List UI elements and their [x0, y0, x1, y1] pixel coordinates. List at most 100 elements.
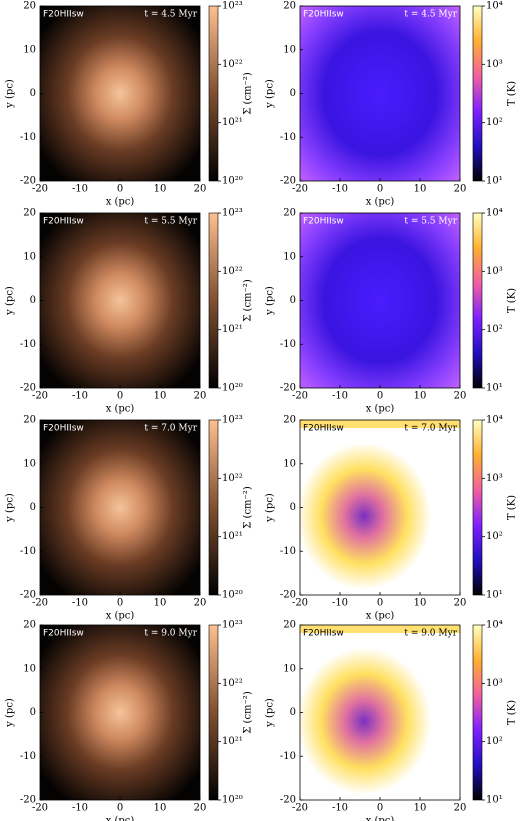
panel-label: F20HIIsw	[43, 10, 84, 20]
panel-label: F20HIIsw	[303, 629, 344, 639]
y-axis-label: y (pc)	[265, 286, 276, 316]
colorbar-tick-label: 10¹	[486, 176, 503, 187]
x-tick-label: -10	[332, 391, 348, 402]
colorbar	[472, 624, 483, 801]
panel: F20HIIsw t = 5.5 Myr -20 -10 0 10 20 -20 -10 0 10 2…	[265, 208, 518, 415]
y-tick-label: 20	[283, 1, 296, 12]
y-tick-label: 10	[23, 44, 36, 55]
y-tick-label: -10	[280, 132, 296, 143]
panel: F20HIIsw t = 9.0 Myr -20 -10 0 10 20 -20 -10 0 10 2…	[5, 620, 254, 821]
colorbar-tick-label: 10²²	[222, 678, 243, 689]
colorbar-tick-label: 10²¹	[222, 531, 243, 542]
colorbar-tick-label: 10²¹	[222, 736, 243, 747]
x-tick-label: 20	[454, 391, 467, 402]
y-tick-label: -10	[20, 339, 36, 350]
y-axis-label: y (pc)	[5, 286, 16, 316]
time-label: t = 7.0 Myr	[144, 424, 197, 434]
colorbar	[472, 212, 483, 389]
y-tick-label: 20	[283, 415, 296, 426]
time-label: t = 9.0 Myr	[404, 629, 457, 639]
x-tick-label: 20	[454, 803, 467, 814]
time-label: t = 5.5 Myr	[404, 217, 457, 227]
y-tick-label: -20	[20, 795, 36, 806]
x-axis-label: x (pc)	[366, 197, 395, 208]
y-tick-label: 20	[23, 415, 36, 426]
colorbar-tick-label: 10¹	[486, 590, 503, 601]
colorbar-tick-label: 10²⁰	[222, 590, 243, 601]
colorbar-tick-label: 10²	[486, 324, 503, 335]
time-label: t = 5.5 Myr	[144, 217, 197, 227]
map-image	[40, 213, 200, 388]
colorbar-tick-label: 10²⁰	[222, 383, 243, 394]
colorbar-tick-label: 10²⁰	[222, 176, 243, 187]
x-tick-label: -10	[72, 803, 88, 814]
colorbar-tick-label: 10²⁰	[222, 795, 243, 806]
colorbar-tick-label: 10¹	[486, 795, 503, 806]
y-axis-label: y (pc)	[5, 493, 16, 523]
colorbar-tick-label: 10²²	[222, 59, 243, 70]
x-tick-label: 20	[194, 391, 207, 402]
time-label: t = 4.5 Myr	[144, 10, 197, 20]
y-tick-label: 0	[290, 707, 296, 718]
colorbar-tick-label: 10²³	[222, 208, 243, 219]
colorbar-label: Σ (cm⁻²)	[243, 691, 254, 734]
colorbar-label: T (K)	[507, 81, 518, 106]
x-axis-label: x (pc)	[106, 404, 135, 415]
y-axis-label: y (pc)	[5, 698, 16, 728]
colorbar-tick-label: 10³	[486, 473, 503, 484]
panel-label: F20HIIsw	[303, 424, 344, 434]
colorbar-tick-label: 10²¹	[222, 117, 243, 128]
map-image	[40, 420, 200, 595]
x-tick-label: -20	[292, 184, 308, 195]
x-tick-label: 10	[154, 803, 167, 814]
x-tick-label: -10	[332, 184, 348, 195]
x-tick-label: -10	[72, 391, 88, 402]
y-tick-label: -20	[280, 383, 296, 394]
panel: F20HIIsw t = 5.5 Myr -20 -10 0 10 20 -20 -10 0 10 2…	[5, 208, 254, 415]
y-tick-label: -20	[20, 383, 36, 394]
y-tick-label: 0	[30, 88, 36, 99]
x-tick-label: -20	[292, 391, 308, 402]
panel-label: F20HIIsw	[43, 629, 84, 639]
map-image	[300, 625, 460, 633]
x-tick-label: -10	[332, 598, 348, 609]
time-label: t = 7.0 Myr	[404, 424, 457, 434]
x-tick-label: 20	[454, 184, 467, 195]
y-tick-label: -10	[280, 546, 296, 557]
x-tick-label: -10	[72, 184, 88, 195]
x-tick-label: 0	[117, 803, 123, 814]
y-tick-label: 10	[23, 663, 36, 674]
x-tick-label: 20	[454, 598, 467, 609]
colorbar-label: T (K)	[507, 495, 518, 520]
colorbar-tick-label: 10²¹	[222, 324, 243, 335]
colorbar	[208, 5, 219, 182]
y-tick-label: 10	[283, 44, 296, 55]
x-tick-label: -20	[292, 598, 308, 609]
y-tick-label: 0	[290, 295, 296, 306]
x-tick-label: 10	[414, 598, 427, 609]
colorbar	[208, 624, 219, 801]
y-tick-label: 0	[30, 295, 36, 306]
colorbar-label: Σ (cm⁻²)	[243, 279, 254, 322]
map-image	[40, 6, 200, 181]
y-tick-label: 0	[30, 707, 36, 718]
x-tick-label: 10	[414, 184, 427, 195]
x-tick-label: 10	[154, 391, 167, 402]
colorbar-tick-label: 10²²	[222, 266, 243, 277]
x-axis-label: x (pc)	[366, 404, 395, 415]
x-axis-label: x (pc)	[366, 816, 395, 821]
y-tick-label: 10	[283, 251, 296, 262]
colorbar-tick-label: 10²³	[222, 415, 243, 426]
x-tick-label: 10	[414, 803, 427, 814]
x-axis-label: x (pc)	[106, 197, 135, 208]
colorbar	[472, 419, 483, 596]
panel: F20HIIsw t = 4.5 Myr -20 -10 0 10 20 -20 -10 0 10 2…	[265, 1, 518, 208]
colorbar-tick-label: 10⁴	[486, 415, 503, 426]
x-tick-label: 20	[194, 598, 207, 609]
y-tick-label: -10	[280, 339, 296, 350]
colorbar-tick-label: 10³	[486, 678, 503, 689]
colorbar	[472, 5, 483, 182]
map-image	[300, 213, 460, 388]
x-tick-label: 0	[117, 391, 123, 402]
colorbar-tick-label: 10²³	[222, 1, 243, 12]
